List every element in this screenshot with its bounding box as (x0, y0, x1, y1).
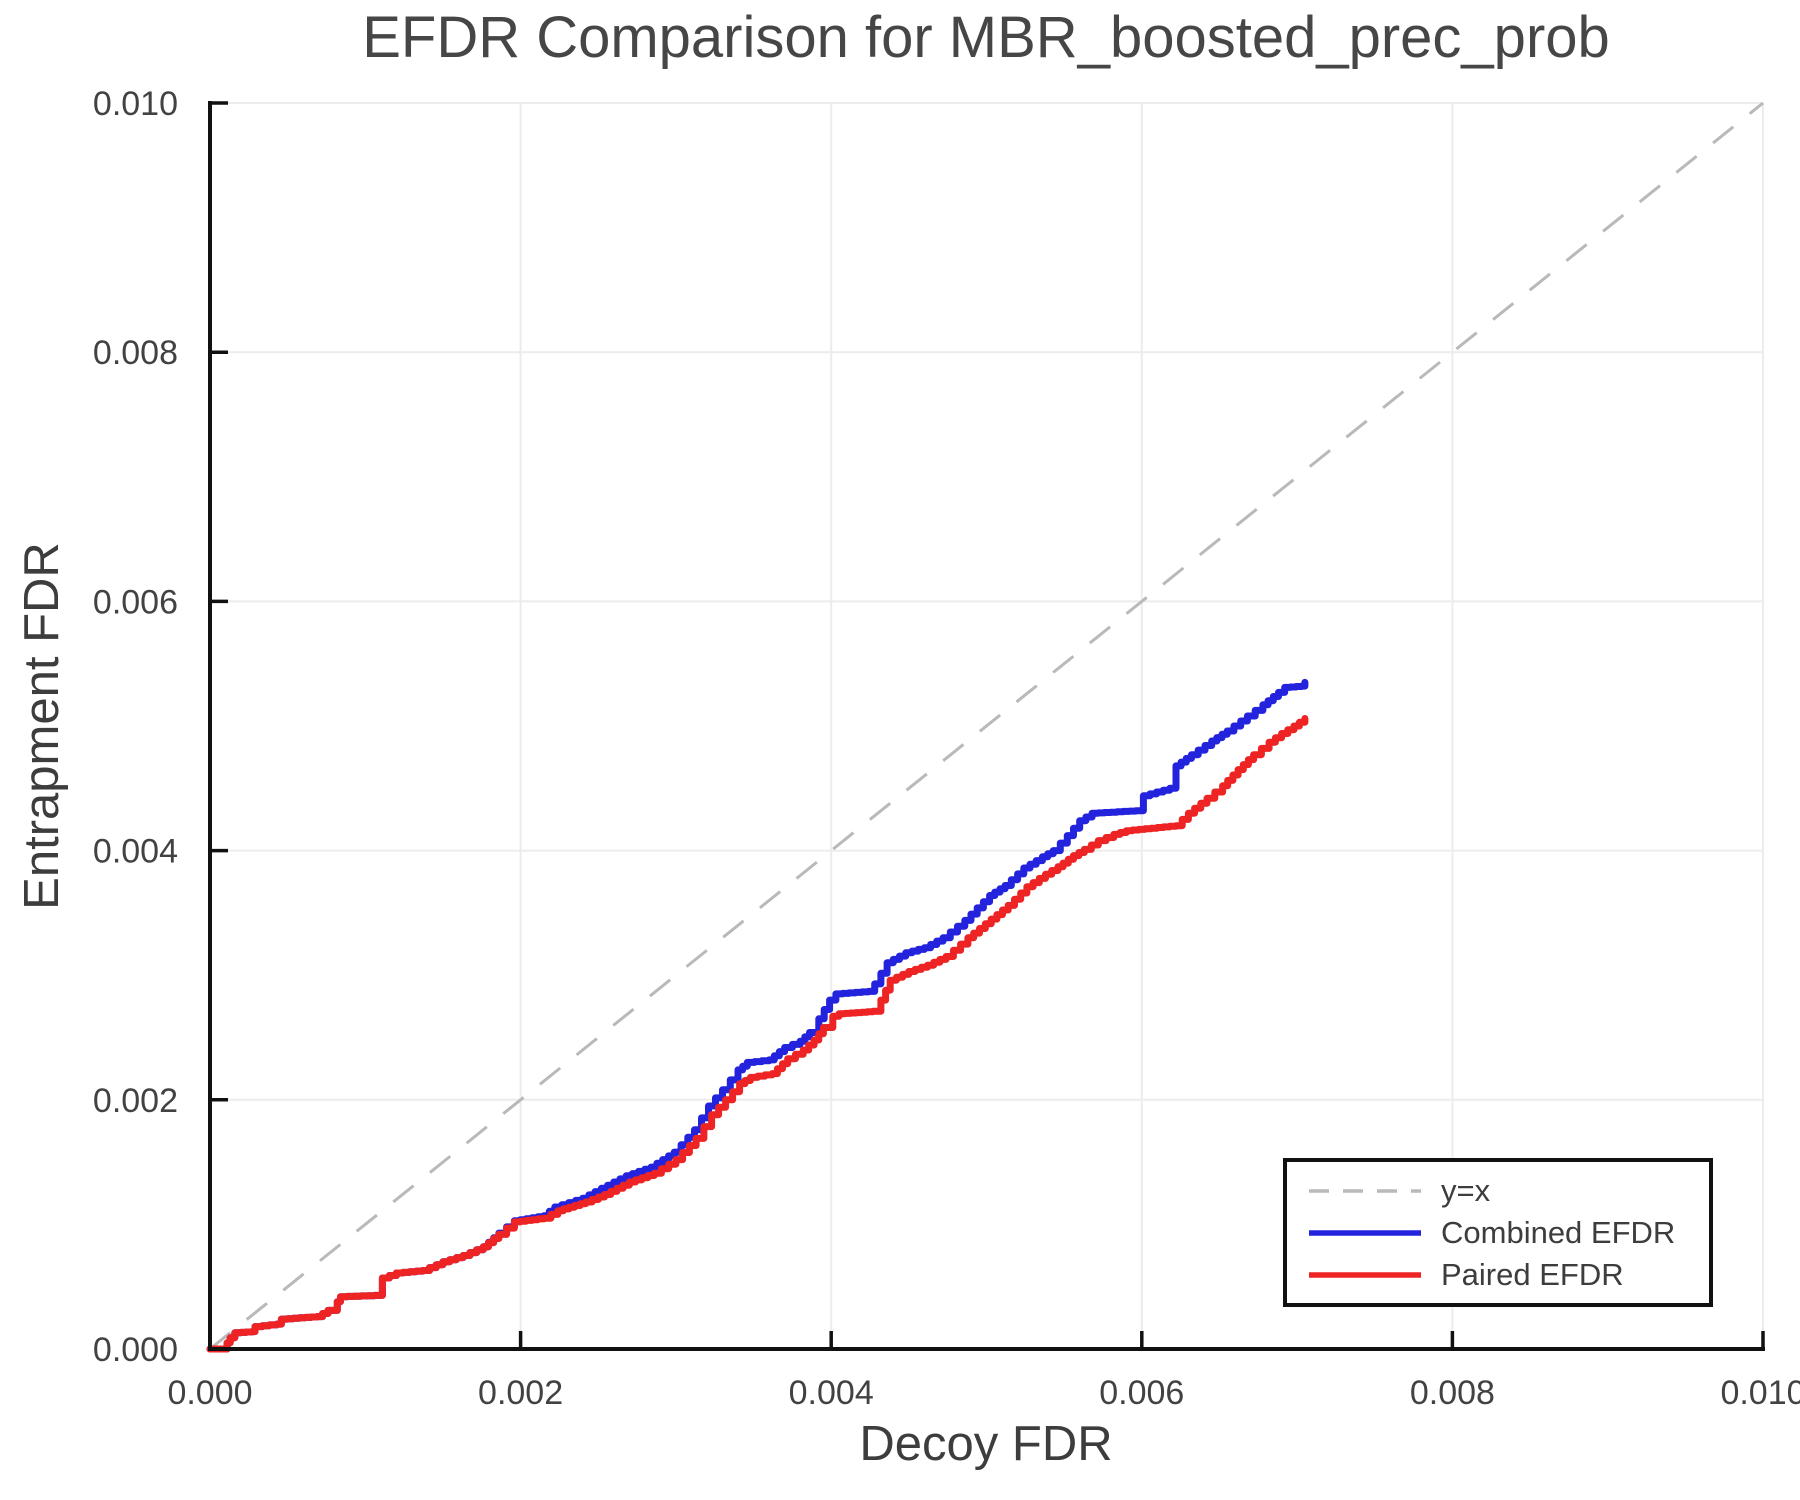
y-axis-label: Entrapment FDR (15, 542, 69, 910)
curve-paired-efdr (206, 715, 1309, 1353)
y-tick-label: 0.008 (93, 334, 178, 372)
y-tick-label: 0.010 (93, 85, 178, 123)
legend-label: Paired EFDR (1441, 1256, 1624, 1292)
legend-item-0: y=x (1305, 1173, 1709, 1209)
x-tick-label: 0.000 (167, 1374, 252, 1412)
legend-line-swatch (1309, 1188, 1421, 1193)
chart-title: EFDR Comparison for MBR_boosted_prec_pro… (362, 5, 1610, 70)
y-tick-label: 0.006 (93, 583, 178, 621)
y-tick-label: 0.004 (93, 833, 178, 871)
y-tick-label: 0.000 (93, 1331, 178, 1369)
x-tick-label: 0.002 (478, 1374, 563, 1412)
curve-combined-efdr (206, 678, 1309, 1353)
x-axis-label: Decoy FDR (859, 1417, 1113, 1471)
legend-line-swatch (1309, 1271, 1421, 1278)
legend-item-2: Paired EFDR (1305, 1257, 1709, 1293)
legend-item-1: Combined EFDR (1305, 1215, 1709, 1251)
x-tick-label: 0.006 (1099, 1374, 1184, 1412)
legend-label: Combined EFDR (1441, 1214, 1676, 1250)
identity-line (209, 101, 1764, 1351)
x-tick-label: 0.010 (1720, 1374, 1800, 1412)
y-tick-label: 0.002 (93, 1082, 178, 1120)
legend-label: y=x (1441, 1172, 1491, 1208)
legend-line-swatch (1309, 1229, 1421, 1236)
x-tick-label: 0.008 (1410, 1374, 1495, 1412)
legend: y=x Combined EFDR Paired EFDR (1283, 1158, 1713, 1307)
x-tick-label: 0.004 (789, 1374, 874, 1412)
